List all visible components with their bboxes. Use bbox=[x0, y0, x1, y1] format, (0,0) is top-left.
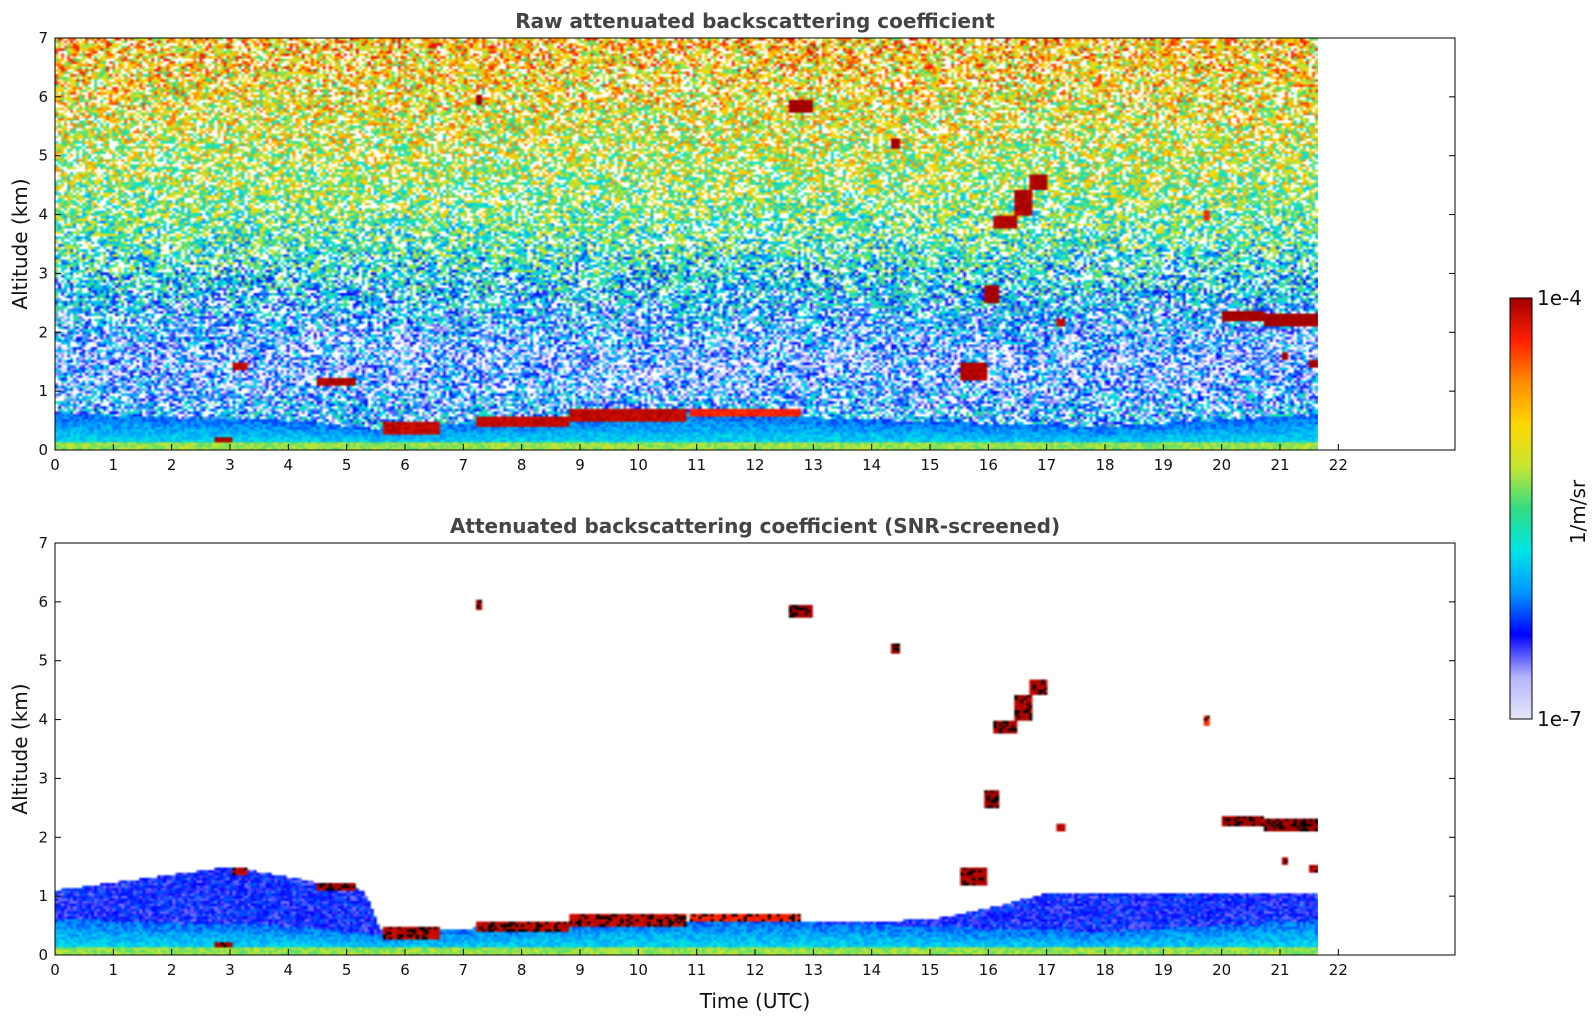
x-tick-label: 9 bbox=[575, 456, 585, 474]
y-tick-label: 6 bbox=[38, 88, 48, 106]
x-tick-label: 0 bbox=[50, 456, 60, 474]
y-tick-label: 0 bbox=[38, 946, 48, 964]
y-tick-label: 7 bbox=[38, 534, 48, 552]
y-tick-label: 1 bbox=[38, 887, 48, 905]
x-tick-label: 15 bbox=[920, 961, 939, 979]
axis-ticks-screened: 0 1 2 3 4 5 6 7 8 9 10 11 12 13 14 15 16 17 18 19 20 21 220123… bbox=[38, 534, 1455, 979]
y-tick-label: 5 bbox=[38, 652, 48, 670]
x-tick-label: 21 bbox=[1270, 456, 1289, 474]
x-tick-label: 18 bbox=[1095, 456, 1114, 474]
x-tick-label: 13 bbox=[804, 961, 823, 979]
x-tick-label: 19 bbox=[1154, 961, 1173, 979]
heatmap-raw bbox=[55, 38, 1318, 450]
x-tick-label: 2 bbox=[167, 456, 177, 474]
x-tick-label: 16 bbox=[979, 456, 998, 474]
y-tick-label: 2 bbox=[38, 323, 48, 341]
x-axis-label: Time (UTC) bbox=[699, 989, 811, 1013]
colorbar-min-label: 1e-7 bbox=[1537, 707, 1582, 731]
y-tick-label: 0 bbox=[38, 441, 48, 459]
x-tick-label: 2 bbox=[167, 961, 177, 979]
x-tick-label: 7 bbox=[459, 961, 469, 979]
y-tick-label: 3 bbox=[38, 769, 48, 787]
x-tick-label: 9 bbox=[575, 961, 585, 979]
colorbar-max-label: 1e-4 bbox=[1537, 286, 1582, 310]
colorbar-unit-label: 1/m/sr bbox=[1566, 479, 1590, 544]
x-tick-label: 6 bbox=[400, 456, 410, 474]
y-tick-label: 4 bbox=[38, 206, 48, 224]
chart-title-raw: Raw attenuated backscattering coefficien… bbox=[515, 9, 995, 33]
x-tick-label: 17 bbox=[1037, 456, 1056, 474]
x-tick-label: 12 bbox=[745, 961, 764, 979]
x-tick-label: 5 bbox=[342, 456, 352, 474]
x-tick-label: 6 bbox=[400, 961, 410, 979]
x-tick-label: 14 bbox=[862, 456, 881, 474]
chart-title-screened: Attenuated backscattering coefficient (S… bbox=[450, 514, 1060, 538]
x-tick-label: 8 bbox=[517, 456, 527, 474]
x-tick-label: 10 bbox=[629, 456, 648, 474]
x-tick-label: 11 bbox=[687, 456, 706, 474]
x-tick-label: 4 bbox=[284, 961, 294, 979]
x-tick-label: 15 bbox=[920, 456, 939, 474]
y-axis-label-screened: Altitude (km) bbox=[8, 683, 32, 814]
x-tick-label: 16 bbox=[979, 961, 998, 979]
heatmap-screened bbox=[55, 543, 1318, 955]
y-tick-label: 2 bbox=[38, 828, 48, 846]
x-tick-label: 3 bbox=[225, 456, 235, 474]
x-tick-label: 14 bbox=[862, 961, 881, 979]
x-tick-label: 12 bbox=[745, 456, 764, 474]
x-tick-label: 10 bbox=[629, 961, 648, 979]
x-tick-label: 22 bbox=[1329, 456, 1348, 474]
colorbar-gradient bbox=[1509, 297, 1533, 720]
x-tick-label: 17 bbox=[1037, 961, 1056, 979]
y-tick-label: 1 bbox=[38, 382, 48, 400]
x-tick-label: 8 bbox=[517, 961, 527, 979]
x-tick-label: 21 bbox=[1270, 961, 1289, 979]
x-tick-label: 19 bbox=[1154, 456, 1173, 474]
x-tick-label: 11 bbox=[687, 961, 706, 979]
y-tick-label: 4 bbox=[38, 711, 48, 729]
y-tick-label: 5 bbox=[38, 147, 48, 165]
x-tick-label: 20 bbox=[1212, 961, 1231, 979]
x-tick-label: 0 bbox=[50, 961, 60, 979]
panel-raw-backscatter: Raw attenuated backscattering coefficien… bbox=[8, 9, 1456, 474]
y-tick-label: 6 bbox=[38, 593, 48, 611]
x-tick-label: 13 bbox=[804, 456, 823, 474]
x-tick-label: 18 bbox=[1095, 961, 1114, 979]
x-tick-label: 4 bbox=[284, 456, 294, 474]
x-tick-label: 7 bbox=[459, 456, 469, 474]
x-tick-label: 22 bbox=[1329, 961, 1348, 979]
x-tick-label: 5 bbox=[342, 961, 352, 979]
y-axis-label-raw: Altitude (km) bbox=[8, 178, 32, 309]
y-tick-label: 7 bbox=[38, 29, 48, 47]
y-tick-label: 3 bbox=[38, 264, 48, 282]
panel-screened-backscatter: Attenuated backscattering coefficient (S… bbox=[8, 514, 1456, 1013]
x-tick-label: 1 bbox=[109, 961, 119, 979]
colorbar: 1e-4 1e-7 1/m/sr bbox=[1509, 286, 1590, 731]
x-tick-label: 1 bbox=[109, 456, 119, 474]
x-tick-label: 3 bbox=[225, 961, 235, 979]
axis-ticks-raw: 0 1 2 3 4 5 6 7 8 9 10 11 12 13 14 15 16 17 18 19 20 21 220123… bbox=[38, 29, 1455, 474]
x-tick-label: 20 bbox=[1212, 456, 1231, 474]
